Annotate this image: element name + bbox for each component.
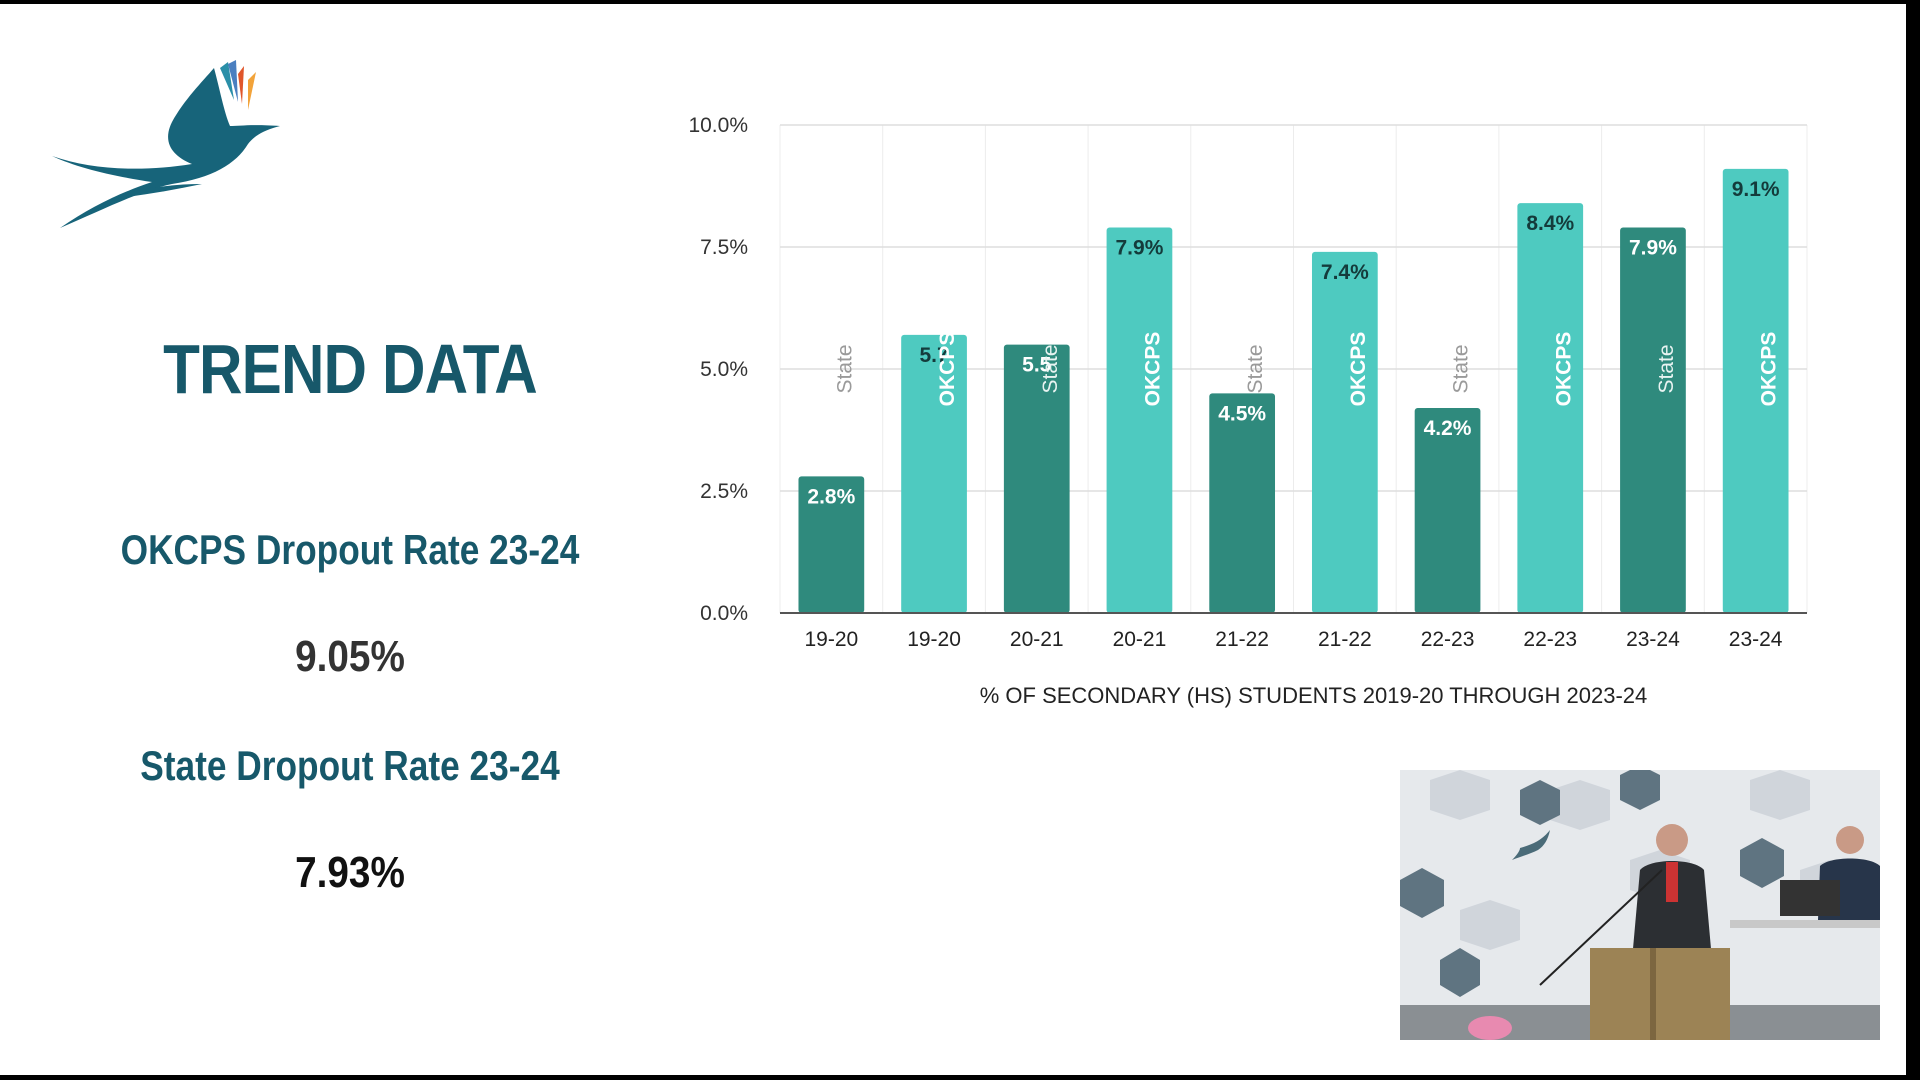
x-axis-title: % OF SECONDARY (HS) STUDENTS 2019-20 THR… <box>980 683 1648 708</box>
bar-value-label: 7.9% <box>1629 236 1677 259</box>
y-tick-label: 10.0% <box>688 114 748 137</box>
bar-value-label: 4.5% <box>1218 402 1266 425</box>
state-dropout-label: State Dropout Rate 23-24 <box>140 742 560 789</box>
bird-logo-icon <box>52 60 280 228</box>
bar-series-label: OKCPS <box>1347 332 1370 407</box>
bar-series-label: State <box>1244 344 1267 393</box>
y-tick-label: 7.5% <box>700 236 748 259</box>
bar-value-label: 7.4% <box>1321 261 1369 284</box>
page-title: TREND DATA <box>163 330 538 408</box>
bar-series-label: OKCPS <box>1552 332 1575 407</box>
podium <box>1590 948 1730 1040</box>
x-tick-label: 19-20 <box>804 628 858 651</box>
bar-series-label: State <box>1450 344 1473 393</box>
chart-bar <box>798 476 865 613</box>
okcps-dropout-label: OKCPS Dropout Rate 23-24 <box>120 526 580 573</box>
slide: TREND DATA OKCPS Dropout Rate 23-24 9.05… <box>0 4 1906 1075</box>
bar-value-label: 7.9% <box>1116 236 1164 259</box>
x-tick-label: 23-24 <box>1626 628 1680 651</box>
speaker-figure <box>1632 824 1712 960</box>
x-tick-label: 20-21 <box>1113 628 1167 651</box>
chart-bar <box>1414 408 1481 613</box>
chart-bar <box>901 334 967 613</box>
chart-bar <box>1722 168 1789 614</box>
bar-value-label: 4.2% <box>1424 417 1472 440</box>
bird-logo-icon <box>1512 830 1550 860</box>
x-tick-label: 21-22 <box>1318 628 1372 651</box>
seated-person <box>1780 826 1880 920</box>
chart-bar <box>1311 251 1378 613</box>
chart-bar <box>1620 227 1686 614</box>
state-dropout-value: 7.93% <box>295 848 405 897</box>
y-tick-label: 5.0% <box>700 358 748 381</box>
bar-value-label: 5.5 <box>1022 354 1052 377</box>
x-tick-label: 23-24 <box>1729 628 1783 651</box>
bar-series-label: OKCPS <box>1758 332 1781 407</box>
x-tick-label: 22-23 <box>1421 628 1475 651</box>
bar-series-label: OKCPS <box>1141 332 1164 407</box>
chart-bar <box>1517 203 1584 613</box>
bar-value-label: 8.4% <box>1526 212 1574 235</box>
y-tick-label: 0.0% <box>700 602 748 625</box>
bar-value-label: 9.1% <box>1732 178 1780 201</box>
bar-series-label: State <box>1655 344 1678 393</box>
chart-bar <box>1003 344 1070 613</box>
x-tick-label: 21-22 <box>1215 628 1269 651</box>
okcps-dropout-value: 9.05% <box>295 632 405 681</box>
bar-value-label: 2.8% <box>807 485 855 508</box>
y-tick-label: 2.5% <box>700 480 748 503</box>
x-tick-label: 20-21 <box>1010 628 1064 651</box>
x-tick-label: 22-23 <box>1523 628 1577 651</box>
bar-series-label: State <box>833 344 856 393</box>
bar-value-label: 5.7 <box>919 344 948 367</box>
x-tick-label: 19-20 <box>907 628 961 651</box>
bar-series-label: State <box>1039 344 1062 393</box>
bar-series-label: OKCPS <box>936 332 959 407</box>
chart-bar <box>1209 393 1276 613</box>
chart-bar <box>1106 227 1173 614</box>
webcam-video-feed <box>1400 770 1880 1040</box>
dropout-trend-chart: 0.0%2.5%5.0%7.5%10.0%2.8%State19-205.7OK… <box>688 114 1808 708</box>
